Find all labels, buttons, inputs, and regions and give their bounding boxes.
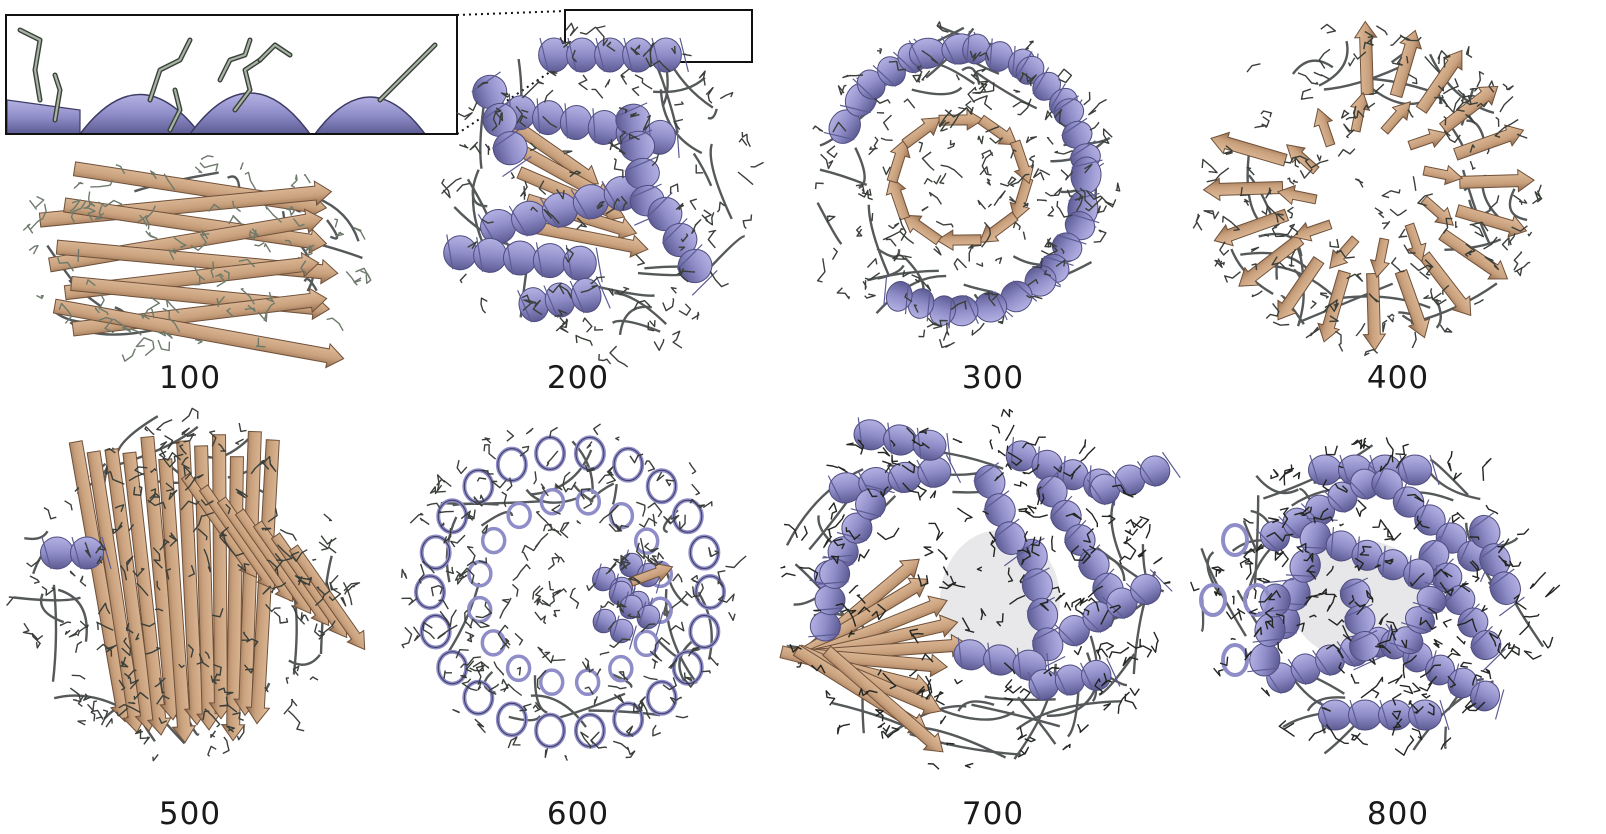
multi-domain-protein-icon [779, 408, 1181, 770]
beta-ring-protein-icon [1192, 20, 1543, 356]
mixed-ring-protein-icon [812, 21, 1121, 349]
beta-solenoid-protein-icon [6, 407, 366, 762]
alpha-beta-protein-icon [441, 22, 764, 368]
panel-label-600: 600 [546, 796, 610, 832]
panel-label-500: 500 [158, 796, 222, 832]
helix-zoom-inset-icon [5, 9, 753, 135]
beta-sheet-protein-icon [22, 155, 372, 369]
panel-label-400: 400 [1366, 360, 1430, 396]
helical-bundle-protein-icon [1190, 437, 1561, 756]
panel-label-100: 100 [158, 360, 222, 396]
panel-label-300: 300 [961, 360, 1025, 396]
panel-label-800: 800 [1366, 796, 1430, 832]
panel-label-200: 200 [546, 360, 610, 396]
panel-label-700: 700 [961, 796, 1025, 832]
helical-ring-protein-icon [401, 423, 747, 761]
